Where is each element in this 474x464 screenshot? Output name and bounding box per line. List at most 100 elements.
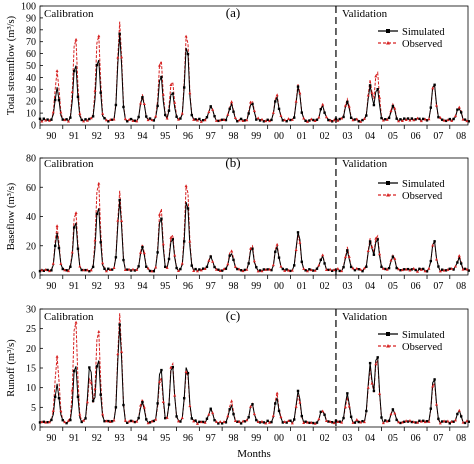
simulated-point [182,240,186,243]
y-tick-label: 20 [26,97,36,108]
observed-point [78,264,82,268]
simulated-point [76,395,80,399]
validation-annotation: Validation [342,311,388,323]
observed-point [158,380,162,383]
observed-point [324,115,328,119]
simulated-point [372,389,376,393]
observed-point [347,255,351,258]
observed-point [328,267,332,271]
simulated-point [50,269,53,272]
simulated-point [399,268,402,272]
observed-point [237,267,241,271]
simulated-point [129,117,133,121]
observed-point [203,420,207,424]
simulated-point [266,268,269,271]
observed-point [97,330,101,333]
observed-point [218,269,222,272]
simulated-point [164,265,167,269]
observed-point [142,102,146,106]
simulated-point [315,421,319,424]
simulated-point [463,118,467,121]
observed-point [184,370,188,373]
x-tick-label: 02 [320,131,330,142]
observed-point [268,267,272,271]
y-tick-label: 40 [26,73,36,84]
observed-point [214,268,218,271]
simulated-point [156,402,159,405]
simulated-point [217,119,220,123]
observed-point [465,419,469,423]
observed-point [351,118,355,122]
observed-point [150,269,154,273]
simulated-point [103,419,106,423]
simulated-point [103,267,106,270]
simulated-point [353,268,357,272]
y-tick-label: 25 [26,324,36,335]
simulated-point [467,269,470,272]
simulated-point [141,96,144,99]
simulated-point [293,418,296,421]
observed-point [313,268,317,272]
x-tick-label: 98 [229,433,239,444]
simulated-point [220,422,224,425]
observed-point [442,118,446,122]
observed-point [431,86,435,90]
simulated-point [247,262,250,265]
observed-point [366,93,370,97]
simulated-point [243,420,247,423]
observed-point [169,83,173,87]
observed-point [431,243,435,247]
simulated-point [281,267,285,271]
calibration-annotation: Calibration [44,8,94,20]
x-tick-label: 94 [137,281,147,292]
observed-point [347,404,351,408]
simulated-point [107,267,110,270]
observed-point [378,252,382,256]
simulated-point [380,265,383,269]
observed-point [302,116,306,120]
observed-point [139,403,143,407]
observed-point [423,269,427,273]
x-tick-label: 05 [388,281,398,292]
observed-point [324,268,328,271]
simulated-point [133,420,137,424]
simulated-point [91,399,95,403]
simulated-point [69,116,72,119]
observed-point [131,267,135,271]
observed-point [207,412,211,416]
simulated-point [380,416,383,419]
simulated-point [342,265,345,269]
simulated-point [440,420,444,423]
observed-point [419,419,423,423]
simulated-point [296,389,300,393]
simulated-point [175,115,178,118]
simulated-point [270,420,273,424]
panel-label: (c) [226,308,240,323]
simulated-point [220,118,224,121]
simulated-point [391,255,395,258]
simulated-point [209,105,212,108]
observed-point [85,400,89,404]
observed-point [416,420,420,424]
simulated-point [266,118,269,122]
observed-point [389,109,393,112]
x-tick-label: 00 [274,131,284,142]
simulated-point [232,412,235,416]
observed-point [218,118,222,122]
simulated-point [145,265,148,268]
simulated-point [114,406,118,409]
observed-point [457,105,461,109]
simulated-point [179,117,182,120]
observed-point [347,104,351,108]
observed-point [283,420,287,423]
observed-point [271,263,275,267]
x-tick-label: 93 [115,281,125,292]
observed-point [336,118,340,122]
observed-point [47,118,51,122]
simulated-point [228,408,231,411]
simulated-point [391,104,395,108]
observed-point [397,119,401,123]
x-tick-label: 00 [274,433,284,444]
observed-point [351,266,355,270]
simulated-point [459,111,463,114]
